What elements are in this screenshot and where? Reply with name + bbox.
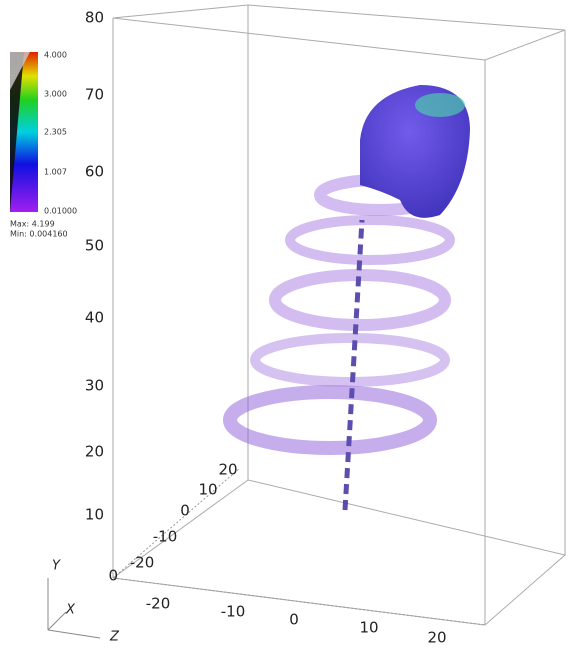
legend-min: Min: 0.004160 bbox=[10, 230, 68, 239]
volume-render bbox=[230, 85, 470, 510]
bounding-box bbox=[113, 5, 565, 625]
z-tick-label: -10 bbox=[153, 528, 178, 546]
x-tick-label: 20 bbox=[427, 629, 446, 647]
y-tick-label: 20 bbox=[85, 443, 104, 461]
y-tick-label: 80 bbox=[85, 9, 104, 27]
triad-label: Y bbox=[52, 559, 61, 574]
y-tick-label: 40 bbox=[85, 309, 104, 327]
triad-label: X bbox=[65, 603, 76, 618]
y-tick-label: 0 bbox=[108, 567, 118, 585]
legend-max: Max: 4.199 bbox=[10, 220, 55, 229]
x-axis: -20 -10 0 10 20 bbox=[146, 595, 447, 647]
x-tick-label: -10 bbox=[221, 603, 246, 621]
z-tick-label: 0 bbox=[180, 502, 190, 520]
x-tick-label: -20 bbox=[146, 595, 171, 613]
legend-tick: 2.305 bbox=[44, 128, 67, 137]
x-tick-label: 10 bbox=[359, 619, 378, 637]
color-legend: 4.000 3.000 2.305 1.007 0.01000 Max: 4.1… bbox=[10, 51, 77, 239]
legend-tick: 3.000 bbox=[44, 90, 67, 99]
y-tick-label: 50 bbox=[85, 237, 104, 255]
y-tick-label: 30 bbox=[85, 377, 104, 395]
z-tick-label: 10 bbox=[198, 481, 217, 499]
legend-tick: 0.01000 bbox=[44, 207, 77, 216]
legend-tick: 4.000 bbox=[44, 51, 67, 60]
visualization: 80 70 60 50 40 30 20 10 0 20 10 0 -10 -2… bbox=[0, 0, 574, 650]
y-tick-label: 70 bbox=[85, 86, 104, 104]
legend-tick: 1.007 bbox=[44, 168, 67, 177]
z-axis: 20 10 0 -10 -20 bbox=[130, 461, 238, 572]
y-tick-label: 60 bbox=[85, 163, 104, 181]
z-tick-label: 20 bbox=[218, 461, 237, 479]
y-tick-label: 10 bbox=[85, 506, 104, 524]
z-tick-label: -20 bbox=[130, 554, 155, 572]
triad-label: Z bbox=[109, 630, 120, 645]
x-tick-label: 0 bbox=[289, 611, 299, 629]
